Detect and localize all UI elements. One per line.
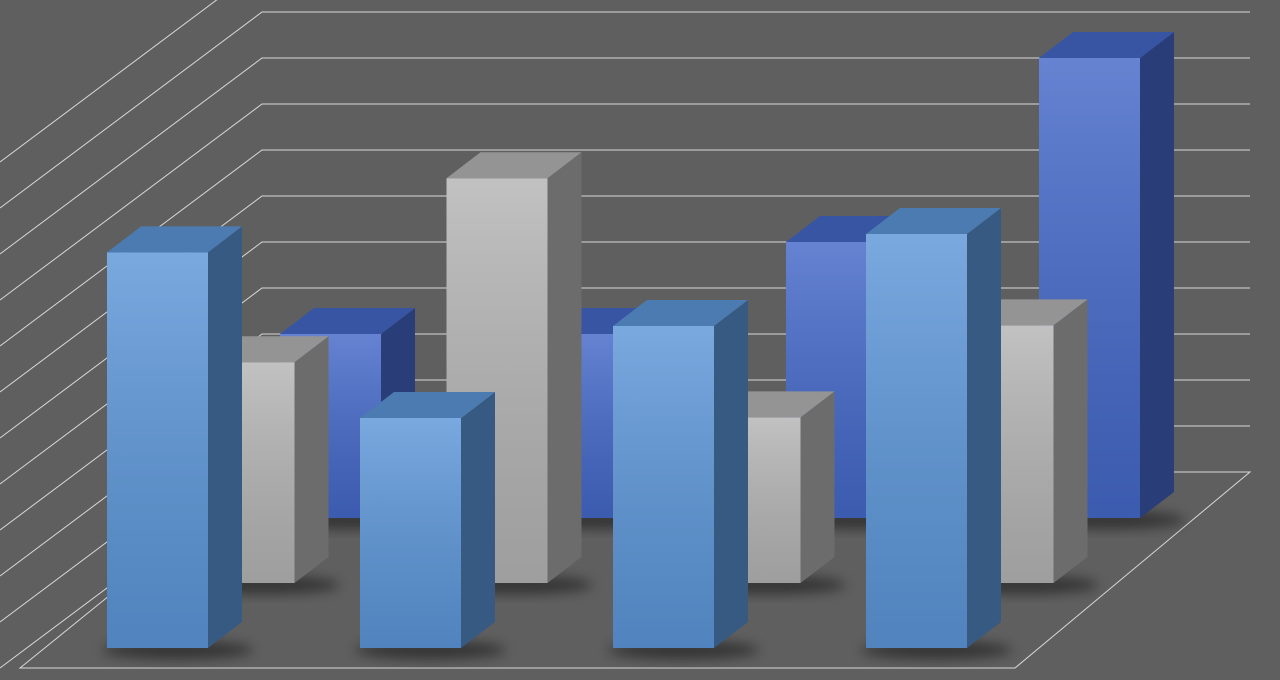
grid-line	[0, 195, 1250, 393]
bar-top	[613, 300, 748, 326]
bar-side	[1140, 32, 1174, 518]
bar-side	[461, 392, 495, 648]
bar-front-sheen	[613, 326, 714, 648]
bar-side	[547, 152, 582, 583]
bar-top	[866, 208, 1001, 234]
bar-side	[967, 208, 1001, 648]
bar	[446, 152, 582, 583]
bar	[613, 300, 748, 648]
bar-front-sheen	[866, 234, 967, 648]
bar	[360, 392, 495, 648]
bar-top	[107, 226, 242, 253]
bar-front-sheen	[360, 418, 461, 648]
grid-line	[0, 149, 1250, 347]
grid-line	[0, 57, 1250, 255]
bar-side	[714, 300, 748, 648]
bar-top	[360, 392, 495, 418]
bar	[107, 226, 242, 648]
bar-front-sheen	[107, 252, 208, 648]
bar-top	[280, 308, 415, 334]
bar-side	[1053, 299, 1088, 583]
bar-side	[800, 391, 835, 583]
grid-line	[0, 103, 1250, 301]
bar	[866, 208, 1001, 648]
bar-top	[1039, 32, 1174, 58]
bar-side	[208, 226, 242, 648]
bar-top	[446, 152, 582, 179]
grid-line	[0, 0, 218, 163]
bars	[102, 32, 1185, 659]
bar-side	[294, 336, 329, 583]
grid-line	[0, 11, 1250, 209]
